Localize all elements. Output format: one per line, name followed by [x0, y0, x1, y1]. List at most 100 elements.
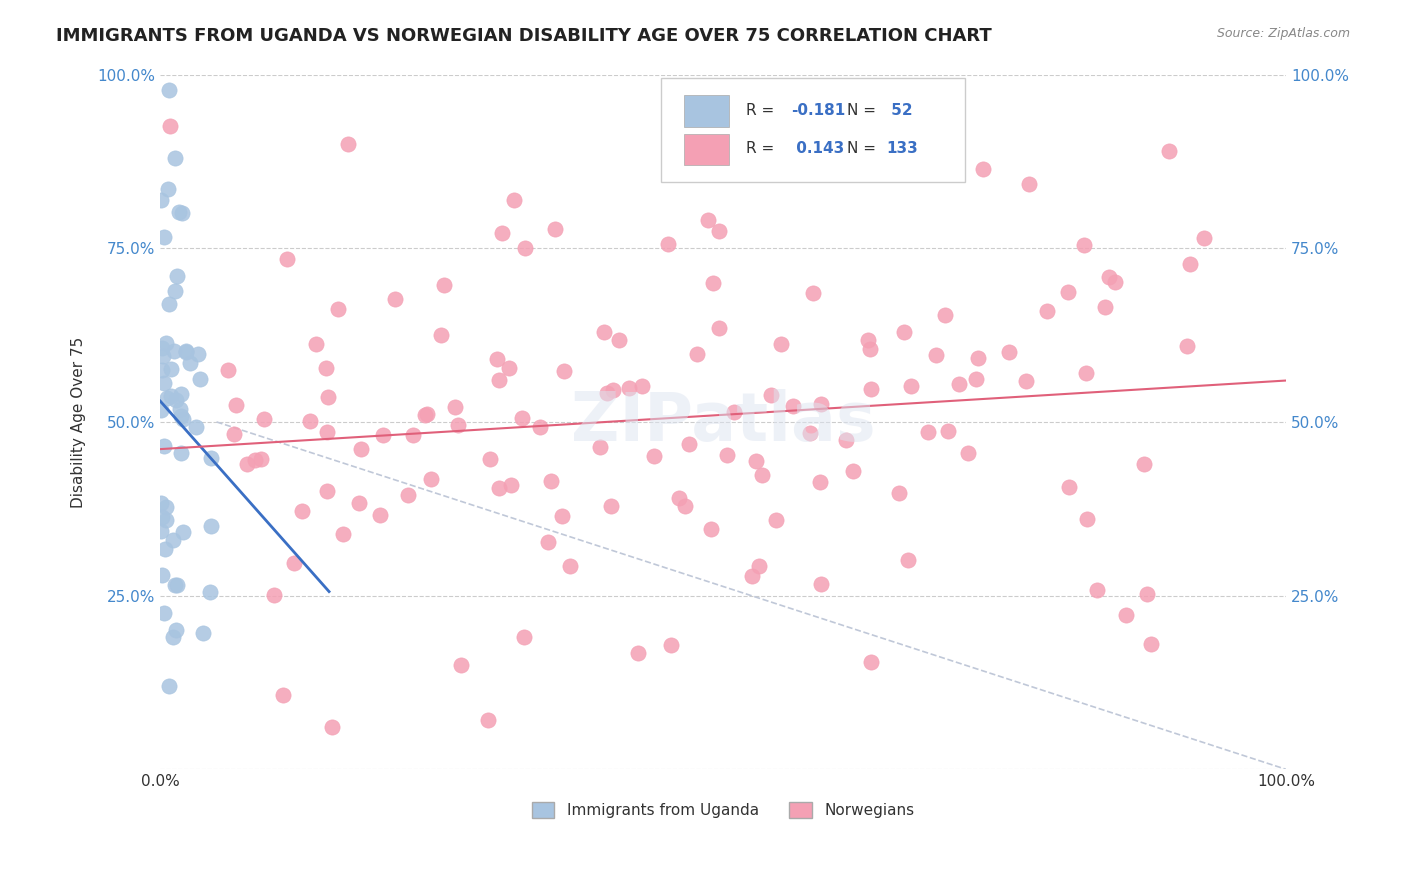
Point [433, 278, 456, 293]
Point [889, 486, 911, 500]
Point [1136, 587, 1159, 601]
Point [488, 481, 510, 495]
Point [900, 378, 922, 392]
Point [150, 524, 173, 539]
Point [200, 450, 222, 465]
Point [163, 284, 186, 298]
Point [444, 400, 467, 414]
Point [1104, 275, 1126, 289]
Point [835, 433, 858, 447]
Point [972, 161, 994, 176]
Point [1085, 582, 1108, 597]
Point [153, 439, 176, 453]
Point [165, 624, 187, 638]
Point [336, 136, 359, 151]
Text: N =: N = [846, 103, 880, 118]
Point [169, 402, 191, 417]
Point [218, 363, 240, 377]
Point [643, 449, 665, 463]
Point [150, 363, 173, 377]
Point [162, 533, 184, 548]
Point [859, 342, 882, 356]
Point [957, 446, 980, 460]
Legend: Immigrants from Uganda, Norwegians: Immigrants from Uganda, Norwegians [526, 796, 921, 824]
Point [159, 119, 181, 133]
Point [152, 349, 174, 363]
Point [842, 464, 865, 478]
Point [402, 428, 425, 442]
Point [673, 500, 696, 514]
Bar [683, 134, 728, 165]
Point [155, 513, 177, 527]
Point [498, 361, 520, 376]
Point [595, 385, 617, 400]
Text: R =: R = [745, 141, 779, 156]
Point [332, 527, 354, 541]
Point [512, 410, 534, 425]
Point [553, 364, 575, 378]
Point [765, 513, 787, 527]
Point [1036, 304, 1059, 318]
Point [799, 425, 821, 440]
Point [447, 417, 470, 432]
Point [271, 688, 294, 702]
Point [198, 585, 221, 599]
Point [1133, 457, 1156, 471]
Point [537, 535, 560, 549]
Point [1015, 374, 1038, 388]
Point [290, 503, 312, 517]
Point [276, 252, 298, 267]
Point [723, 405, 745, 419]
Point [316, 391, 339, 405]
Point [200, 518, 222, 533]
Point [617, 382, 640, 396]
Point [155, 335, 177, 350]
Point [966, 351, 988, 366]
Point [253, 412, 276, 426]
Point [588, 440, 610, 454]
Point [150, 193, 173, 207]
Point [759, 388, 782, 402]
Point [368, 508, 391, 522]
Point [174, 343, 197, 358]
Point [709, 224, 731, 238]
Text: Source: ZipAtlas.com: Source: ZipAtlas.com [1216, 27, 1350, 40]
Point [430, 327, 453, 342]
Point [157, 679, 180, 693]
Point [225, 398, 247, 412]
Point [607, 333, 630, 347]
Point [678, 437, 700, 451]
Point [163, 151, 186, 165]
Point [413, 408, 436, 422]
Point [856, 333, 879, 347]
Point [1115, 607, 1137, 622]
Point [503, 193, 526, 207]
Point [685, 347, 707, 361]
Point [741, 569, 763, 583]
Point [187, 347, 209, 361]
Point [593, 326, 616, 340]
Text: 133: 133 [886, 141, 918, 156]
Text: -0.181: -0.181 [790, 103, 845, 118]
Point [450, 658, 472, 673]
Point [540, 474, 562, 488]
Point [172, 524, 194, 539]
Point [748, 559, 770, 574]
Point [155, 391, 177, 405]
Point [166, 269, 188, 284]
Point [172, 206, 194, 220]
Point [1098, 269, 1121, 284]
Point [328, 302, 350, 317]
Point [305, 337, 328, 351]
Point [917, 425, 939, 440]
Point [707, 321, 730, 335]
Point [396, 488, 419, 502]
Point [170, 409, 193, 423]
Text: N =: N = [846, 141, 880, 156]
Text: 52: 52 [886, 103, 912, 118]
Point [152, 606, 174, 620]
Point [934, 308, 956, 322]
Point [315, 360, 337, 375]
Point [948, 376, 970, 391]
Point [668, 491, 690, 505]
